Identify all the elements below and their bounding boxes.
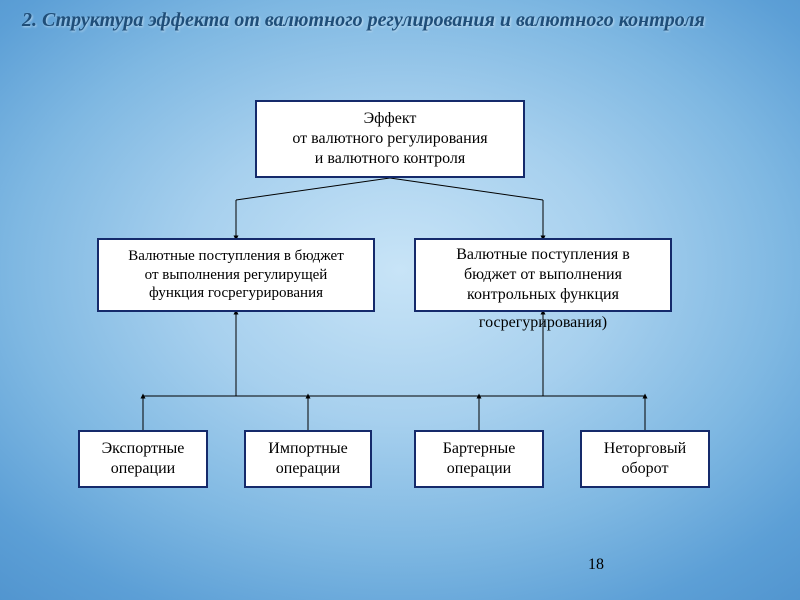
node-revenue-control: Валютные поступления вбюджет от выполнен… <box>414 238 672 312</box>
node-nontrade-turn: Неторговыйоборот <box>580 430 710 488</box>
node-import-ops: Импортныеоперации <box>244 430 372 488</box>
slide-title: 2. Структура эффекта от валютного регули… <box>22 8 778 33</box>
node-revenue-control-overflow: госрегурирования) <box>414 314 672 332</box>
node-barter-ops: Бартерныеоперации <box>414 430 544 488</box>
node-effect-root: Эффектот валютного регулированияи валютн… <box>255 100 525 178</box>
page-number: 18 <box>588 556 604 574</box>
node-export-ops: Экспортныеоперации <box>78 430 208 488</box>
node-revenue-regulation: Валютные поступления в бюджетот выполнен… <box>97 238 375 312</box>
